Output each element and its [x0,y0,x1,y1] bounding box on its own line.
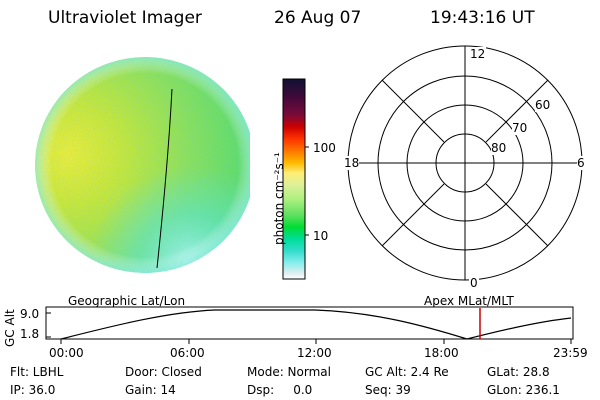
timeline-x-tick-1200: 12:00 [297,346,332,360]
mlt-label-18: 18 [344,156,360,170]
timeline-y-tick-top: 9.0 [20,307,40,321]
mlat-label-80: 80 [491,141,507,155]
uv-image [35,57,250,273]
polar-grid [347,45,583,281]
timeline-y-tick-bottom: 1.8 [20,327,40,341]
mlat-label-70: 70 [512,121,528,135]
timeline-x-tick-2359: 23:59 [553,346,588,360]
mlt-label-0: 0 [469,276,479,290]
timeline-x-tick-0000: 00:00 [49,346,84,360]
image-date: 26 Aug 07 [274,8,362,28]
timeline-right-title: Apex MLat/MLT [424,294,514,308]
mlt-label-6: 6 [577,156,585,170]
timeline-y-label: GC Alt [3,309,17,347]
colorbar-tick-100: 100 [313,141,336,155]
mlat-label-60: 60 [535,98,551,112]
info-ip: IP: 36.0 [10,383,56,397]
instrument-title: Ultraviolet Imager [48,8,202,28]
colorbar [282,78,309,280]
image-time: 19:43:16 UT [430,8,535,28]
info-gc-alt: GC Alt: 2.4 Re [365,365,449,379]
info-glat: GLat: 28.8 [487,365,550,379]
timeline-left-title: Geographic Lat/Lon [68,294,186,308]
info-glon: GLon: 236.1 [487,383,560,397]
timeline-x-tick-1800: 18:00 [424,346,459,360]
mlt-label-12: 12 [469,47,487,61]
info-gain: Gain: 14 [125,383,176,397]
colorbar-unit-label: photon cm⁻²s⁻¹ [272,152,286,245]
colorbar-tick-10: 10 [313,229,329,243]
info-filter: Flt: LBHL [10,365,64,379]
orbit-altitude-plot [45,306,574,344]
info-seq: Seq: 39 [365,383,411,397]
info-dsp: Dsp: 0.0 [247,383,313,397]
info-mode: Mode: Normal [247,365,331,379]
info-door: Door: Closed [125,365,202,379]
timeline-x-tick-0600: 06:00 [170,346,205,360]
